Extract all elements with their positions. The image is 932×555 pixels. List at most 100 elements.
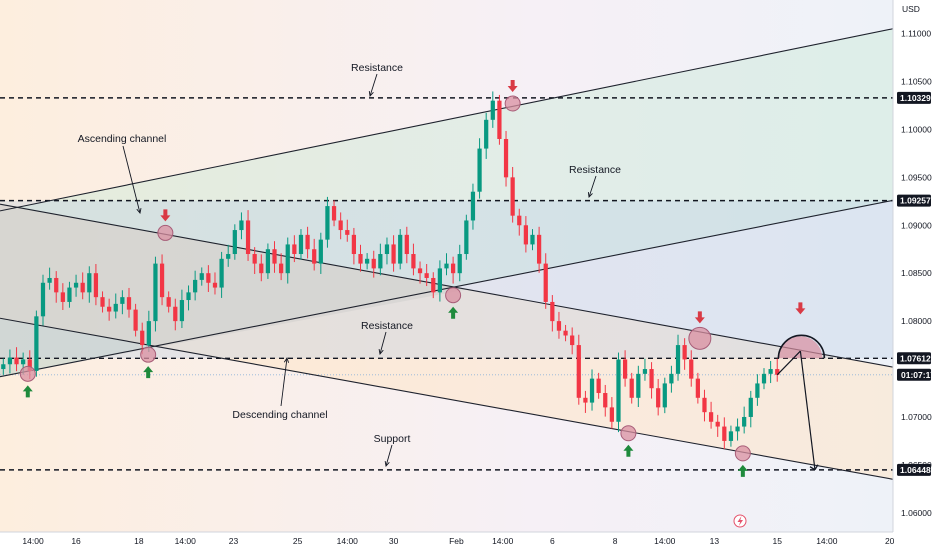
time-axis-label: 23 xyxy=(229,536,239,546)
candle-body xyxy=(212,282,218,288)
price-tag xyxy=(897,194,931,207)
candle-body xyxy=(536,234,542,264)
candle-body xyxy=(54,277,59,293)
candle-body xyxy=(113,303,118,312)
candle-body xyxy=(583,397,588,403)
candle-body xyxy=(450,263,456,274)
price-tag-label: 1.10329 xyxy=(900,93,931,103)
time-axis-label: 8 xyxy=(613,536,618,546)
markers xyxy=(19,80,826,477)
candle-body xyxy=(503,138,509,178)
candle-body xyxy=(365,258,370,264)
candle-body xyxy=(265,249,271,274)
candle-body xyxy=(404,234,409,255)
candle-body xyxy=(431,277,436,293)
candle-body xyxy=(391,244,396,264)
candle-body xyxy=(715,421,720,427)
candle-body xyxy=(669,373,674,384)
projection-line-up xyxy=(776,350,801,376)
candle-body xyxy=(7,357,13,365)
candle-body xyxy=(93,273,99,298)
candle-body xyxy=(768,369,773,374)
projection-dome-outline xyxy=(777,334,826,359)
candle-body xyxy=(742,416,747,427)
resistance-right-label-pointer-head xyxy=(587,191,593,198)
candle-body xyxy=(616,359,621,422)
candle-body xyxy=(728,431,734,441)
overlap-zone xyxy=(0,204,467,377)
candle-body xyxy=(702,397,707,413)
candle-body xyxy=(378,254,383,269)
candle-body xyxy=(596,378,601,394)
candle-body xyxy=(755,383,760,398)
candle-body xyxy=(173,306,178,322)
candle-body xyxy=(80,282,85,293)
candle-body xyxy=(636,373,641,398)
candle-body xyxy=(642,369,648,374)
lightning-badge[interactable] xyxy=(733,514,747,528)
candle-body xyxy=(563,330,568,336)
red-arrow-down-icon xyxy=(507,80,518,93)
candles xyxy=(1,91,780,449)
candle-body xyxy=(722,426,727,441)
ascending-channel-label-pointer-head xyxy=(136,208,142,215)
current-price-time-label: 01:07:17 xyxy=(901,370,932,380)
price-axis-label: 1.10000 xyxy=(901,124,932,134)
red-arrow-down-icon xyxy=(160,209,171,222)
candle-body xyxy=(662,383,667,408)
candle-body xyxy=(411,254,416,269)
channel-line-0 xyxy=(0,28,894,212)
time-axis-label: 30 xyxy=(389,536,399,546)
green-arrow-up-icon xyxy=(737,464,748,477)
price-axis[interactable]: 1.11000 1.10500 1.10000 1.09500 1.09000 1.085… xyxy=(897,29,932,518)
candle-body xyxy=(226,254,231,259)
candle-body xyxy=(298,234,304,255)
candle-body xyxy=(464,220,469,255)
price-tag-label: 1.06448 xyxy=(900,465,931,475)
resistance-top-label-pointer xyxy=(369,73,378,97)
candle-body xyxy=(87,273,92,293)
candle-body xyxy=(312,249,317,264)
candle-body xyxy=(272,249,277,264)
candle-body xyxy=(748,397,753,417)
candle-body xyxy=(689,359,694,379)
price-axis-label: 1.08000 xyxy=(901,316,932,326)
time-axis[interactable]: 14:00 16 18 14:00 23 25 14:00 30 Feb 14:00 6 8 14:00… xyxy=(22,536,894,546)
candle-body xyxy=(550,301,555,322)
green-arrow-up-icon xyxy=(623,444,634,457)
price-axis-label: 1.09500 xyxy=(901,172,932,182)
candle-body xyxy=(437,268,443,293)
candle-body xyxy=(47,277,52,283)
price-axis-label: 1.07000 xyxy=(901,412,932,422)
candle-body xyxy=(199,273,204,280)
candle-body xyxy=(166,297,171,307)
support-label-pointer-head xyxy=(384,460,390,467)
candle-body xyxy=(589,378,595,403)
annotations: Resistance Resistance Resistance Support Asc… xyxy=(78,62,621,467)
candle-body xyxy=(484,119,489,149)
candle-body xyxy=(417,268,423,274)
candle-body xyxy=(649,369,654,389)
candle-body xyxy=(351,234,357,255)
price-tag xyxy=(897,91,931,104)
candle-body xyxy=(556,321,562,331)
candle-body xyxy=(133,309,138,331)
candle-body xyxy=(27,359,32,371)
candle-body xyxy=(384,244,390,255)
candle-body xyxy=(285,244,290,274)
descending-channel-label-pointer xyxy=(280,357,288,407)
time-axis-label: 25 xyxy=(293,536,303,546)
currency-label: USD xyxy=(902,4,920,14)
candle-body xyxy=(107,306,112,312)
candle-body xyxy=(338,220,343,231)
resistance-mid-label: Resistance xyxy=(361,320,413,332)
price-tag-label: 1.07612 xyxy=(900,353,931,363)
candle-body xyxy=(424,273,429,278)
candle-body xyxy=(331,206,337,221)
candle-body xyxy=(73,282,79,288)
candle-body xyxy=(21,359,26,365)
time-axis-background xyxy=(0,532,932,550)
touch-point-circle xyxy=(140,346,157,363)
touch-point-circle xyxy=(445,287,462,304)
